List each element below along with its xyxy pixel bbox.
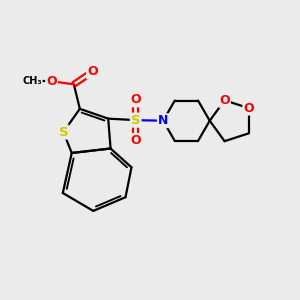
Text: S: S <box>58 126 68 139</box>
Text: CH₃: CH₃ <box>22 76 42 86</box>
Text: O: O <box>243 102 254 115</box>
Text: S: S <box>131 114 140 127</box>
Text: O: O <box>130 93 141 106</box>
Text: N: N <box>158 114 168 127</box>
Text: O: O <box>219 94 230 107</box>
Text: O: O <box>46 75 57 88</box>
Text: O: O <box>87 65 98 78</box>
Text: O: O <box>130 134 141 147</box>
